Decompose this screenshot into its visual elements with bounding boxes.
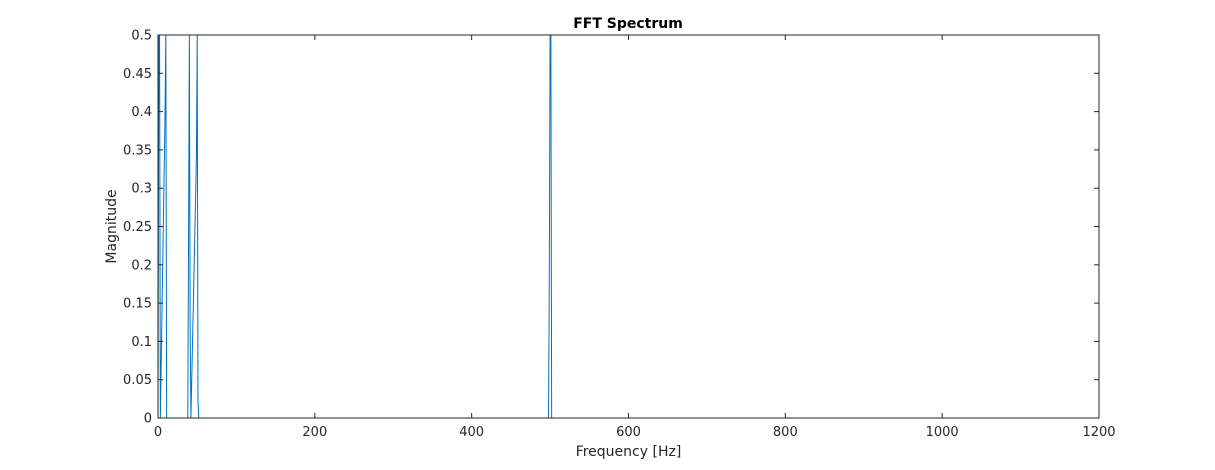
x-tick-label: 1000 bbox=[926, 425, 959, 440]
y-tick-label: 0 bbox=[144, 412, 152, 427]
y-tick-label: 0.4 bbox=[131, 105, 152, 120]
x-tick-label: 600 bbox=[616, 425, 641, 440]
x-tick-label: 800 bbox=[773, 425, 798, 440]
x-axis-label: Frequency [Hz] bbox=[576, 444, 682, 460]
x-axis: 0 200 400 600 800 1000 1200 bbox=[154, 35, 1116, 440]
chart-title: FFT Spectrum bbox=[573, 16, 683, 32]
y-axis-label: Magnitude bbox=[104, 189, 120, 263]
x-tick-label: 200 bbox=[302, 425, 327, 440]
x-tick-label: 0 bbox=[154, 425, 162, 440]
y-tick-label: 0.2 bbox=[131, 258, 152, 273]
y-tick-label: 0.45 bbox=[123, 67, 152, 82]
y-tick-label: 0.15 bbox=[123, 297, 152, 312]
series-line-1 bbox=[158, 35, 961, 418]
x-tick-label: 1200 bbox=[1082, 425, 1115, 440]
y-tick-label: 0.1 bbox=[131, 335, 152, 350]
y-tick-label: 0.3 bbox=[131, 182, 152, 197]
x-tick-label: 400 bbox=[459, 425, 484, 440]
y-tick-label: 0.05 bbox=[123, 373, 152, 388]
plot-area-border bbox=[157, 34, 1100, 419]
y-tick-label: 0.5 bbox=[131, 29, 152, 44]
y-tick-label: 0.35 bbox=[123, 143, 152, 158]
y-axis: 0 0.05 0.1 0.15 0.2 0.25 0.3 0.35 0.4 0.45 0.5 bbox=[123, 29, 1099, 427]
y-tick-label: 0.25 bbox=[123, 220, 152, 235]
